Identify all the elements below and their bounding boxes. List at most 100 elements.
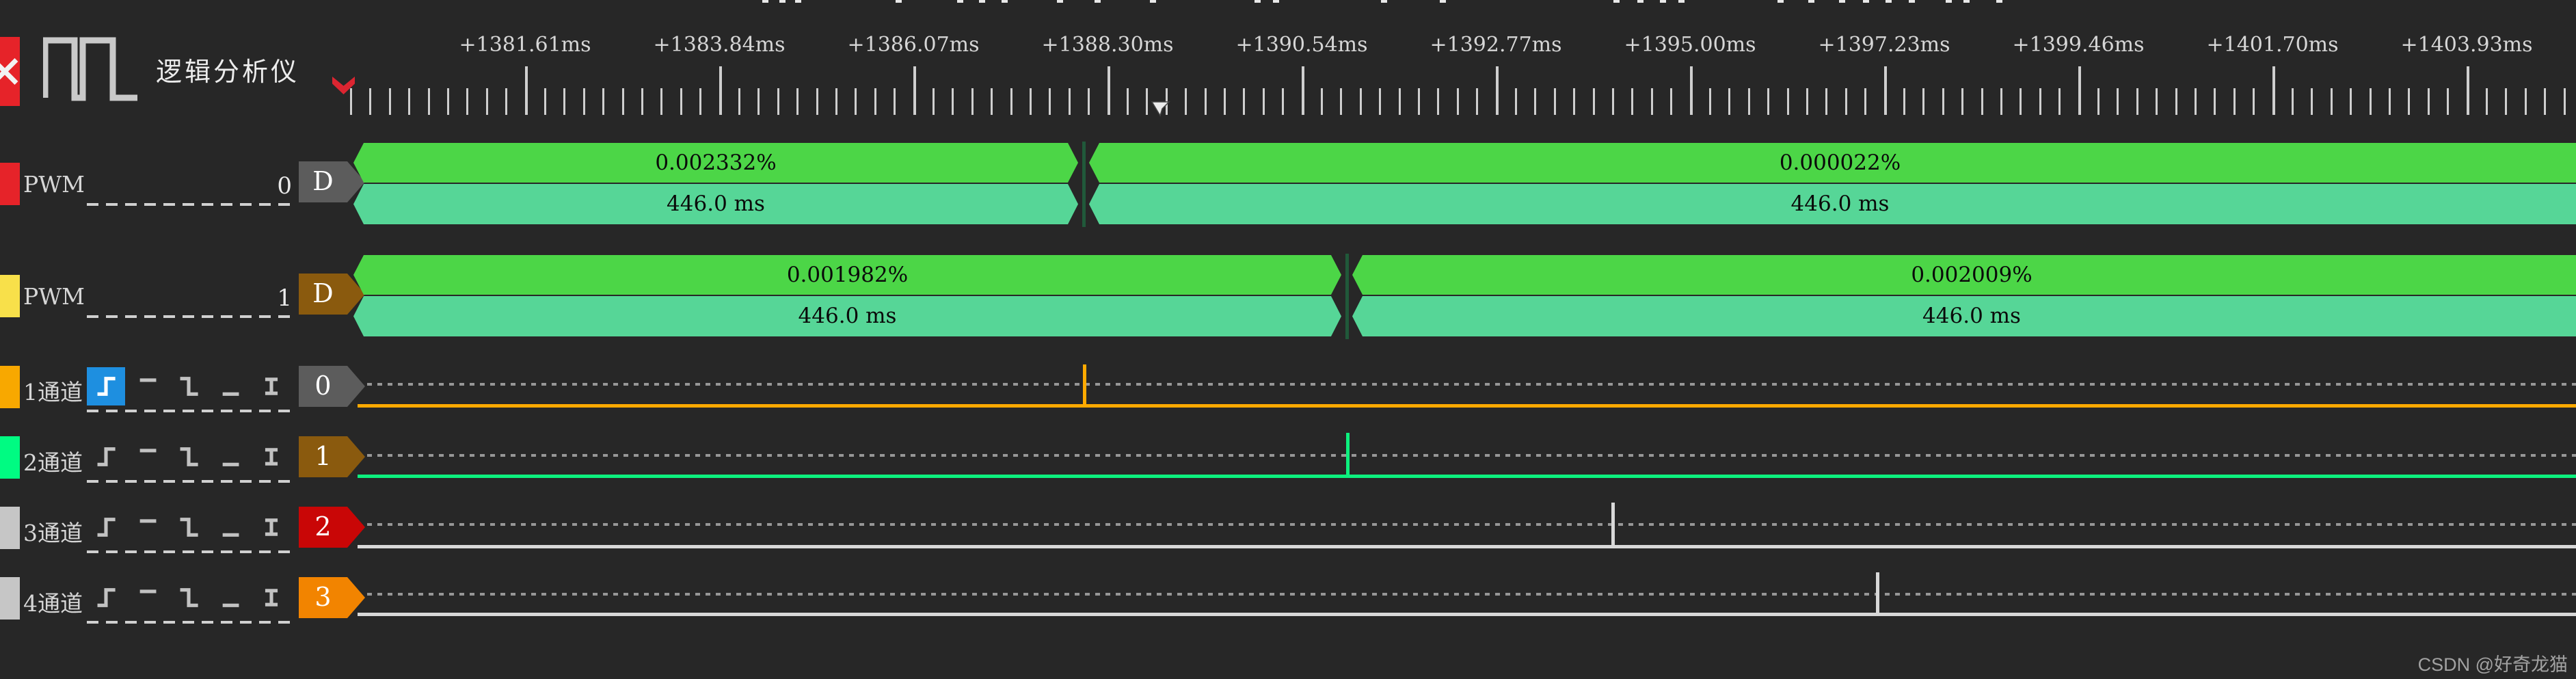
decoder-tag[interactable]: D [299,161,365,202]
decoder-tag[interactable]: D [299,274,365,315]
falling-edge-icon [180,447,198,466]
ruler-minor-tick [350,88,352,115]
clipped-top-text-fragment [1637,0,1643,3]
trigger-high-level-button[interactable] [129,367,167,405]
signal-edge-line [1345,254,1349,339]
ruler-minor-tick [2525,88,2527,115]
clipped-top-text-fragment [1777,0,1784,3]
high-level-icon [139,519,156,523]
ruler-minor-tick [1748,88,1750,115]
trigger-low-level-button[interactable] [211,367,250,405]
ruler-minor-tick [1554,88,1556,115]
ruler-minor-tick [1049,88,1051,115]
channel-color-swatch [0,507,20,549]
trigger-falling-edge-button[interactable] [170,508,208,546]
channel-tag[interactable]: 2 [299,507,365,548]
trigger-any-edge-button[interactable] [252,508,291,546]
trigger-any-edge-button[interactable] [252,578,291,617]
channel-tag[interactable]: 1 [299,436,365,477]
ruler-minor-tick [2370,88,2372,115]
high-level-icon [139,449,156,453]
mouse-cursor-icon [1151,101,1170,117]
trace-pulse [1876,572,1879,616]
high-level-icon [139,378,156,382]
ruler-minor-tick [1515,88,1517,115]
high-level-icon [139,589,156,594]
trigger-high-level-button[interactable] [129,438,167,476]
trigger-low-level-button[interactable] [211,438,250,476]
trace-low-level-line [358,475,2576,478]
pwm-period-segment: 446.0 ms [353,184,1078,224]
ruler-minor-tick [1767,88,1769,115]
trigger-high-level-button[interactable] [129,508,167,546]
ruler-major-tick [525,66,528,115]
ruler-time-label: +1403.93ms [2400,33,2533,57]
ruler-minor-tick [680,88,682,115]
clipped-top-text-fragment [1808,0,1814,3]
trace-low-level-line [358,404,2576,408]
ruler-minor-tick [1010,88,1012,115]
ruler-minor-tick [1981,88,1983,115]
ruler-minor-tick [1864,88,1866,115]
trigger-rising-edge-button[interactable] [87,578,125,617]
channel-color-swatch [0,366,20,408]
trigger-falling-edge-button[interactable] [170,438,208,476]
channel-tag-number: 1 [314,441,332,471]
channel-color-swatch [0,577,20,620]
clipped-top-text-fragment [1613,0,1620,3]
ruler-minor-tick [2505,88,2507,115]
ruler-minor-tick [1787,88,1789,115]
ruler-minor-tick [2039,88,2041,115]
ruler-minor-tick [2447,88,2449,115]
channel-tag[interactable]: 0 [299,366,365,407]
watermark: CSDN @好奇龙猫 [2417,654,2568,675]
ruler-minor-tick [2117,88,2119,115]
ruler-minor-tick [699,88,701,115]
trigger-rising-edge-button[interactable] [87,438,125,476]
channel-tag-number: 0 [314,371,332,401]
ruler-minor-tick [738,88,740,115]
ruler-minor-tick [1651,88,1653,115]
ruler-major-tick [1302,66,1304,115]
ruler-minor-tick [1127,88,1129,115]
rising-edge-icon [97,377,116,396]
ruler-minor-tick [1360,88,1362,115]
signal-edge-line [1082,142,1086,227]
trigger-rising-edge-button[interactable] [87,367,125,405]
channel-number: 1 [277,284,292,312]
pwm-period-segment: 446.0 ms [1352,296,2576,336]
close-button[interactable] [0,37,20,106]
ruler-minor-tick [583,88,585,115]
ruler-minor-tick [1709,88,1711,115]
trigger-high-level-button[interactable] [129,578,167,617]
ruler-minor-tick [1146,88,1148,115]
ruler-minor-tick [2136,88,2138,115]
trigger-any-edge-button[interactable] [252,438,291,476]
trigger-rising-edge-button[interactable] [87,508,125,546]
trigger-low-level-button[interactable] [211,508,250,546]
low-level-icon [222,533,239,537]
trigger-low-level-button[interactable] [211,578,250,617]
channel-color-swatch [0,436,20,479]
clipped-top-text-fragment [1946,0,1952,3]
ruler-minor-tick [1573,88,1575,115]
ruler-minor-tick [1321,88,1323,115]
channel-tag[interactable]: 3 [299,577,365,618]
ruler-minor-tick [1806,88,1808,115]
trigger-falling-edge-button[interactable] [170,578,208,617]
channel-label: 4通道 [23,590,83,617]
trigger-any-edge-button[interactable] [252,367,291,405]
decoder-tag-letter: D [312,278,334,308]
clipped-top-text-fragment [1863,0,1869,3]
ruler-minor-tick [2253,88,2255,115]
ruler-minor-tick [1379,88,1381,115]
trigger-falling-edge-button[interactable] [170,367,208,405]
ruler-minor-tick [2097,88,2099,115]
row-separator-dashes [87,550,295,553]
falling-edge-icon [180,518,198,537]
ruler-time-label: +1381.61ms [459,33,591,57]
ruler-minor-tick [757,88,760,115]
any-edge-icon [265,518,278,536]
ruler-minor-tick [2156,88,2158,115]
ruler-minor-tick [1282,88,1284,115]
